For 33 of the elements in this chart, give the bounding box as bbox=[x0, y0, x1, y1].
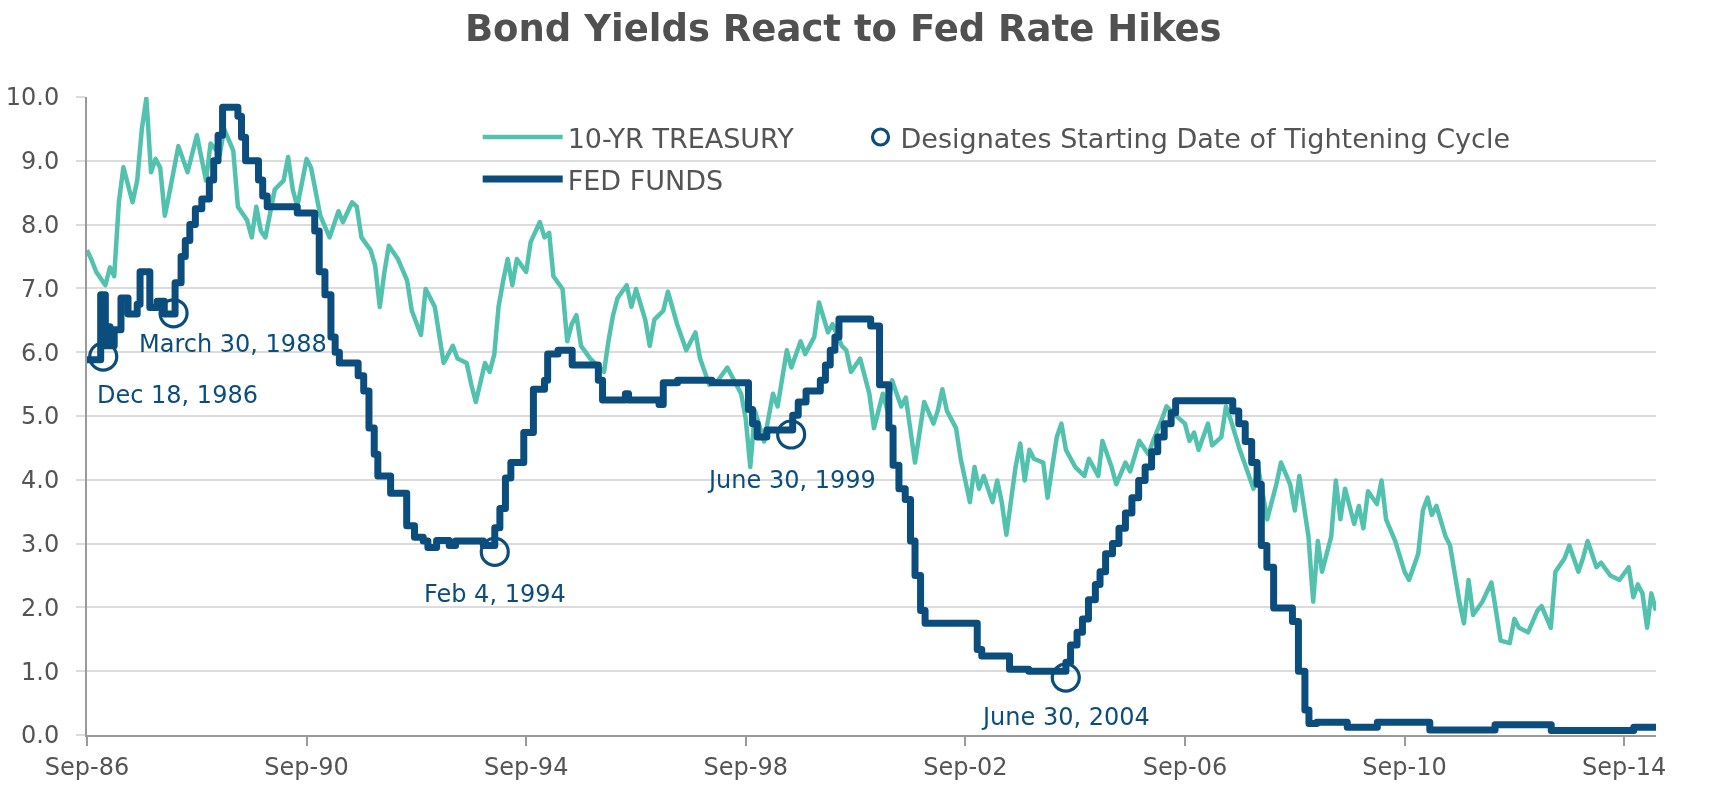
x-tick-label: Sep-06 bbox=[1142, 752, 1228, 781]
y-tick-label: 9.0 bbox=[21, 147, 60, 176]
chart-title: Bond Yields React to Fed Rate Hikes bbox=[464, 6, 1222, 50]
y-tick-label: 2.0 bbox=[21, 593, 60, 622]
annotation: Feb 4, 1994 bbox=[424, 580, 566, 608]
annotation: June 30, 1999 bbox=[707, 466, 876, 494]
x-tick-label: Sep-10 bbox=[1362, 752, 1447, 781]
legend-label: Designates Starting Date of Tightening Cycle bbox=[900, 122, 1510, 154]
x-tick-label: Sep-90 bbox=[264, 752, 349, 781]
point bbox=[158, 298, 189, 329]
point bbox=[1050, 662, 1081, 693]
y-tick-label: 5.0 bbox=[21, 402, 60, 431]
x-tick-label: Sep-02 bbox=[923, 752, 1008, 781]
point bbox=[776, 419, 807, 450]
annotation: March 30, 1988 bbox=[139, 330, 327, 358]
y-tick-label: 8.0 bbox=[21, 211, 60, 239]
x-tick-label: Sep-14 bbox=[1581, 752, 1667, 781]
y-tick-label: 3.0 bbox=[21, 530, 60, 558]
x-tick-label: Sep-94 bbox=[483, 752, 569, 781]
x-tick-label: Sep-98 bbox=[703, 752, 788, 781]
y-tick-label: 0.0 bbox=[21, 721, 60, 750]
point bbox=[88, 341, 119, 372]
y-tick-label: 10.0 bbox=[5, 83, 60, 112]
annotation: June 30, 2004 bbox=[981, 703, 1150, 731]
annotation: Dec 18, 1986 bbox=[97, 381, 258, 409]
y-tick-label: 4.0 bbox=[21, 466, 60, 495]
y-tick-label: 6.0 bbox=[21, 338, 60, 367]
point bbox=[479, 536, 510, 567]
legend-label: 10-YR TREASURY bbox=[567, 122, 795, 154]
legend-label: FED FUNDS bbox=[567, 164, 724, 196]
y-tick-label: 1.0 bbox=[21, 657, 60, 686]
y-tick-label: 7.0 bbox=[21, 274, 60, 303]
x-tick-label: Sep-86 bbox=[44, 752, 130, 781]
